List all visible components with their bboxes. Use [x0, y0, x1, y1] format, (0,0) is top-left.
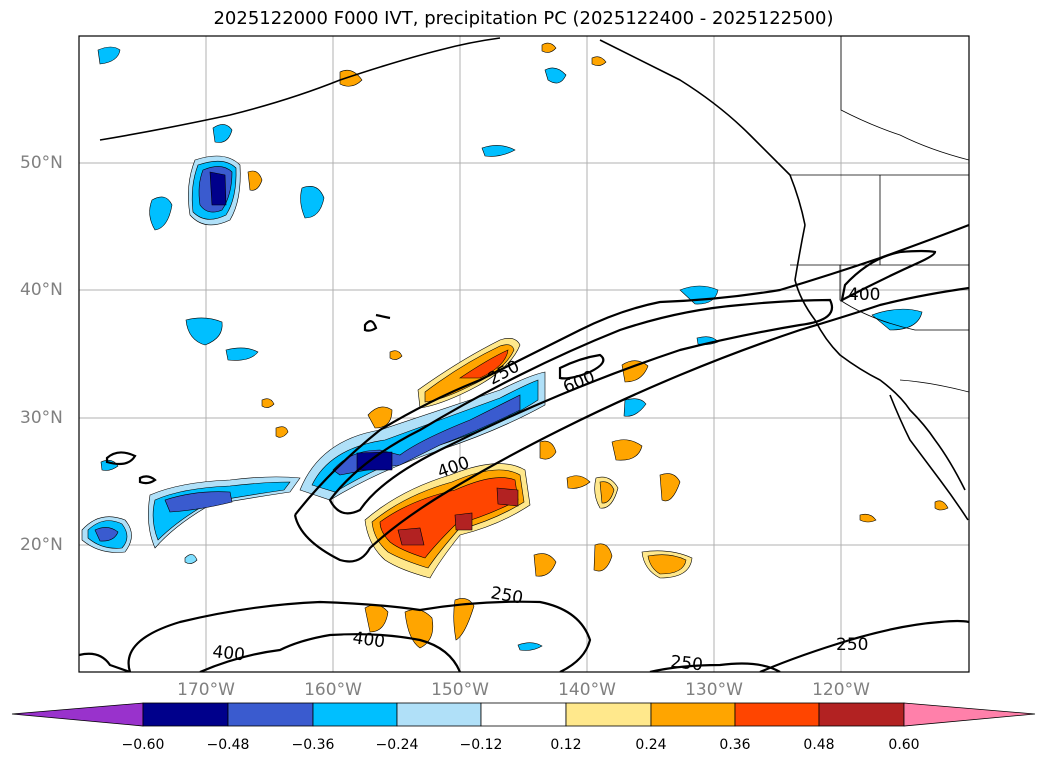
colorbar	[11, 702, 1036, 727]
ivt-250-main	[294, 223, 969, 516]
ivt-label: 400	[848, 285, 880, 305]
lon-label: 170°W	[177, 680, 235, 700]
colorbar-tick: 0.36	[719, 737, 751, 753]
lon-label: 160°W	[304, 680, 362, 700]
colorbar-tick: 0.12	[550, 737, 582, 753]
colorbar-segment	[227, 702, 314, 727]
ivt-contour-labels: 250 400 600 250 400 250 400 250 400	[211, 285, 880, 675]
colorbar-extend-high	[903, 702, 1036, 727]
lat-label: 20°N	[20, 535, 63, 555]
ivt-label: 250	[669, 652, 703, 675]
colorbar-tick: −0.12	[459, 737, 503, 753]
lon-label: 140°W	[558, 680, 616, 700]
colorbar-segment	[650, 702, 736, 727]
ivt-label: 600	[560, 367, 598, 398]
colorbar-tick: 0.60	[888, 737, 920, 753]
colorbar-tick: −0.24	[375, 737, 419, 753]
ivt-contours	[79, 223, 969, 672]
lat-label: 50°N	[20, 153, 63, 173]
ivt-label: 250	[489, 583, 524, 608]
colorbar-segment	[734, 702, 820, 727]
colorbar-segment	[396, 702, 482, 727]
lon-label: 120°W	[812, 680, 870, 700]
colorbar-segment	[565, 702, 652, 727]
ivt-label: 250	[836, 635, 868, 655]
lon-label: 130°W	[685, 680, 743, 700]
gridlines	[79, 36, 969, 672]
lat-label: 40°N	[20, 280, 63, 300]
coastlines	[99, 37, 969, 521]
colorbar-segment	[818, 702, 905, 727]
map-frame	[78, 35, 970, 673]
ivt-label: 400	[351, 628, 386, 652]
positive-precip-anomaly	[247, 42, 949, 649]
lat-label: 30°N	[20, 408, 63, 428]
colorbar-tick: −0.48	[206, 737, 250, 753]
colorbar-extend-low	[11, 702, 144, 727]
ivt-400-main	[328, 298, 833, 515]
colorbar-tick: 0.48	[803, 737, 835, 753]
lon-label: 150°W	[431, 680, 489, 700]
colorbar-segment	[480, 702, 567, 727]
colorbar-segment	[142, 702, 229, 727]
colorbar-tick: −0.60	[121, 737, 165, 753]
colorbar-tick: −0.36	[291, 737, 335, 753]
ivt-label: 400	[211, 642, 245, 665]
map-title: 2025122000 F000 IVT, precipitation PC (2…	[213, 8, 834, 29]
colorbar-tick: 0.24	[635, 737, 667, 753]
colorbar-segment	[312, 702, 398, 727]
borders	[790, 36, 969, 393]
